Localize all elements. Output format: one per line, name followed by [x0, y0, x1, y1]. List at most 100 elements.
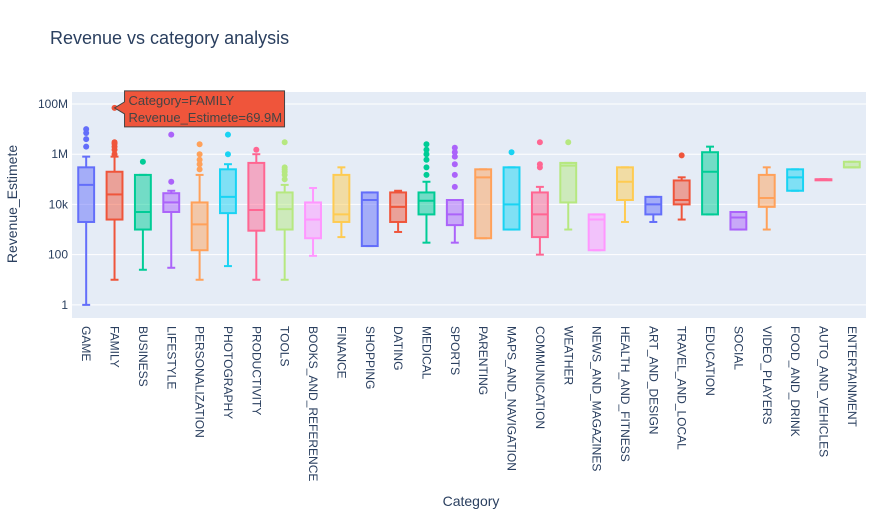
x-tick-label: SPORTS: [448, 326, 462, 375]
box-iqr: [559, 161, 578, 204]
outlier-point[interactable]: [678, 152, 685, 159]
box-auto-and-vehicles[interactable]: [814, 178, 833, 182]
box-maps-and-navigation[interactable]: [502, 149, 521, 231]
x-tick-label: ENTERTAINMENT: [845, 326, 859, 428]
box-lifestyle[interactable]: [162, 131, 181, 269]
box-family[interactable]: [105, 104, 124, 281]
tooltip-value-line: Revenue_Estimete=69.9M: [129, 110, 283, 125]
outlier-point[interactable]: [451, 144, 458, 151]
box-iqr: [729, 210, 748, 231]
x-tick-label: WEATHER: [561, 326, 575, 385]
box-finance[interactable]: [332, 166, 351, 239]
outlier-point[interactable]: [281, 139, 288, 146]
box-books-and-reference[interactable]: [304, 187, 322, 257]
outlier-point[interactable]: [196, 156, 203, 163]
x-tick-label: DATING: [391, 326, 405, 370]
x-tick-label: BOOKS_AND_REFERENCE: [306, 326, 320, 481]
x-tick-label: PHOTOGRAPHY: [221, 326, 235, 419]
x-tick-label: FINANCE: [334, 326, 348, 379]
x-tick-label: VIDEO_PLAYERS: [760, 326, 774, 424]
outlier-point[interactable]: [168, 178, 175, 185]
box-shopping[interactable]: [360, 191, 379, 248]
outlier-point[interactable]: [139, 158, 146, 165]
box-travel-and-local[interactable]: [672, 152, 691, 221]
outlier-point[interactable]: [536, 139, 543, 146]
box-iqr: [247, 161, 266, 232]
tooltip-category-line: Category=FAMILY: [129, 93, 235, 108]
y-tick-label: 100: [48, 248, 68, 262]
x-tick-label: PRODUCTIVITY: [249, 326, 263, 415]
y-tick-labels: 1 100 10k 1M 100M: [38, 97, 69, 312]
box-productivity[interactable]: [247, 146, 266, 281]
box-dating[interactable]: [389, 189, 408, 233]
outlier-point[interactable]: [423, 171, 430, 178]
box-photography[interactable]: [219, 131, 237, 268]
outlier-point[interactable]: [451, 153, 458, 160]
box-business[interactable]: [133, 158, 152, 271]
box-tools[interactable]: [275, 139, 294, 281]
outlier-point[interactable]: [423, 141, 430, 148]
x-axis-label: Category: [443, 493, 500, 509]
x-tick-label: TOOLS: [278, 326, 292, 366]
x-tick-label: EDUCATION: [703, 326, 717, 396]
box-video-players[interactable]: [757, 166, 776, 231]
outlier-point[interactable]: [423, 146, 430, 153]
outlier-point[interactable]: [281, 164, 288, 171]
outlier-point[interactable]: [281, 176, 288, 183]
box-sports[interactable]: [445, 144, 464, 244]
x-tick-label: COMMUNICATION: [533, 326, 547, 429]
outlier-point[interactable]: [83, 136, 90, 143]
outlier-point[interactable]: [423, 164, 430, 171]
box-news-and-magazines[interactable]: [587, 213, 606, 252]
x-tick-label: ART_AND_DESIGN: [646, 326, 660, 434]
box-entertainment[interactable]: [842, 160, 861, 169]
outlier-point[interactable]: [536, 161, 543, 168]
chart-title: Revenue vs category analysis: [50, 28, 289, 48]
box-iqr: [474, 168, 493, 240]
outlier-point[interactable]: [451, 183, 458, 190]
box-health-and-fitness[interactable]: [616, 166, 634, 223]
outlier-point[interactable]: [253, 146, 260, 153]
x-tick-label: GAME: [79, 326, 93, 361]
box-game[interactable]: [77, 126, 96, 306]
outlier-point[interactable]: [196, 151, 203, 158]
outlier-point[interactable]: [196, 161, 203, 168]
outlier-point[interactable]: [565, 139, 572, 146]
box-medical[interactable]: [417, 141, 436, 244]
x-tick-label: BUSINESS: [136, 326, 150, 387]
y-axis-label: Revenue_Estimete: [4, 145, 20, 264]
outlier-point[interactable]: [451, 171, 458, 178]
outlier-point[interactable]: [224, 131, 231, 138]
outlier-point[interactable]: [196, 141, 203, 148]
box-communication[interactable]: [530, 139, 549, 256]
outlier-point[interactable]: [111, 139, 118, 146]
box-personalization[interactable]: [190, 141, 209, 281]
box-food-and-drink[interactable]: [786, 168, 805, 192]
outlier-point[interactable]: [111, 151, 118, 158]
box-art-and-design[interactable]: [644, 195, 663, 223]
box-education[interactable]: [701, 145, 719, 216]
box-weather[interactable]: [559, 139, 578, 231]
outlier-point[interactable]: [83, 126, 90, 133]
outlier-point[interactable]: [168, 131, 175, 138]
box-parenting[interactable]: [474, 168, 493, 240]
box-social[interactable]: [729, 210, 748, 231]
box-iqr: [757, 173, 776, 208]
outlier-point[interactable]: [451, 161, 458, 168]
hover-tooltip: Category=FAMILY Revenue_Estimete=69.9M: [113, 90, 286, 128]
outlier-point[interactable]: [451, 149, 458, 156]
x-tick-label: MEDICAL: [419, 326, 433, 380]
box-iqr: [275, 191, 294, 231]
outlier-point[interactable]: [423, 156, 430, 163]
box-iqr: [786, 168, 805, 192]
outlier-point[interactable]: [423, 151, 430, 158]
box-iqr: [77, 166, 96, 223]
x-tick-labels: GAME FAMILY BUSINESS LIFESTYLE PERSONALIZATI…: [79, 326, 859, 481]
outlier-point[interactable]: [83, 143, 90, 150]
box-iqr: [616, 166, 634, 202]
box-iqr: [190, 201, 209, 252]
outlier-point[interactable]: [508, 149, 515, 156]
outlier-point[interactable]: [196, 166, 203, 173]
outlier-point[interactable]: [224, 151, 231, 158]
